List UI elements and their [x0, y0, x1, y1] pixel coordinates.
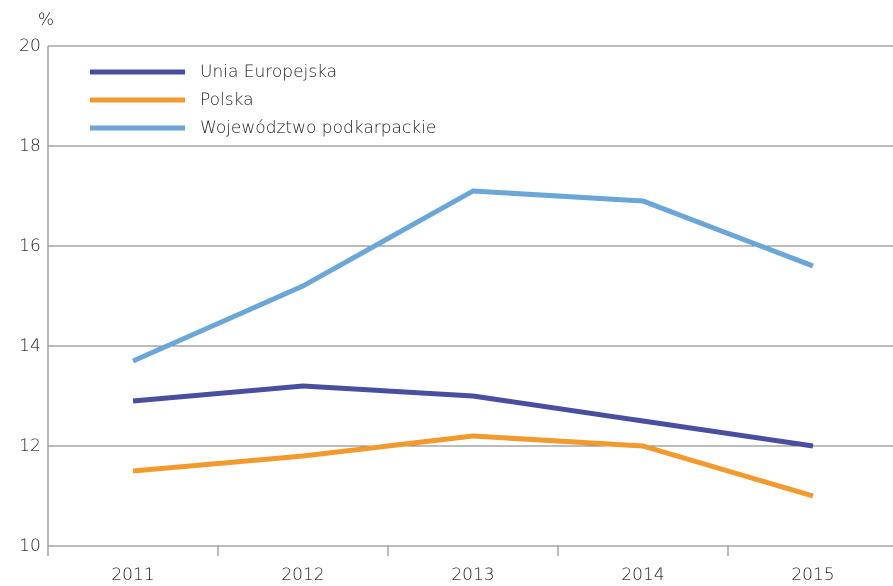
- x-tick-label: 2013: [451, 565, 494, 585]
- legend-label: Województwo podkarpackie: [200, 118, 436, 138]
- legend-label: Polska: [200, 90, 254, 110]
- x-tick-label: 2015: [791, 565, 834, 585]
- y-tick-label: 12: [19, 436, 41, 456]
- line: [132, 433, 814, 499]
- y-tick-label: 18: [19, 136, 41, 156]
- x-tick-label: 2012: [281, 565, 324, 585]
- y-axis-label: %: [38, 10, 54, 30]
- x-tick-label: 2014: [621, 565, 664, 585]
- x-tick-label: 2011: [111, 565, 154, 585]
- y-tick-label: 20: [19, 36, 41, 56]
- line: [132, 383, 814, 449]
- y-tick-label: 10: [19, 536, 41, 556]
- y-tick-label: 16: [19, 236, 41, 256]
- y-tick-label: 14: [19, 336, 41, 356]
- line: [131, 188, 814, 364]
- legend-label: Unia Europejska: [200, 62, 337, 82]
